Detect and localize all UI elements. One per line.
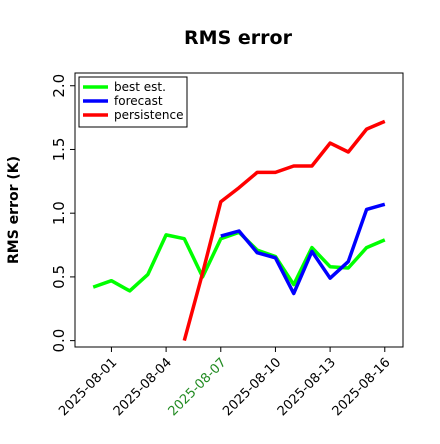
- y-axis: 0.0 0.5 1.0 1.5 2.0: [50, 74, 75, 353]
- y-tick-label: 0.0: [50, 329, 68, 353]
- series-line-forecast: [220, 202, 386, 296]
- series-lines: [92, 119, 386, 342]
- y-axis-label: RMS error (K): [6, 156, 22, 264]
- y-tick-label: 0.5: [50, 265, 68, 289]
- y-tick-label: 1.5: [50, 138, 68, 162]
- legend-label: forecast: [114, 94, 163, 108]
- series-line-persistence: [182, 119, 386, 342]
- plot-area-frame: [74, 72, 404, 348]
- y-tick-label: 2.0: [50, 74, 68, 98]
- legend-label: persistence: [114, 108, 183, 122]
- y-tick-label: 1.0: [50, 201, 68, 225]
- series-line-best-est: [92, 230, 386, 293]
- chart-title: RMS error: [184, 27, 293, 49]
- x-axis: 2025-08-012025-08-042025-08-072025-08-10…: [56, 347, 394, 419]
- x-tick-label: 2025-08-16: [330, 355, 394, 419]
- legend-label: best est.: [114, 80, 166, 94]
